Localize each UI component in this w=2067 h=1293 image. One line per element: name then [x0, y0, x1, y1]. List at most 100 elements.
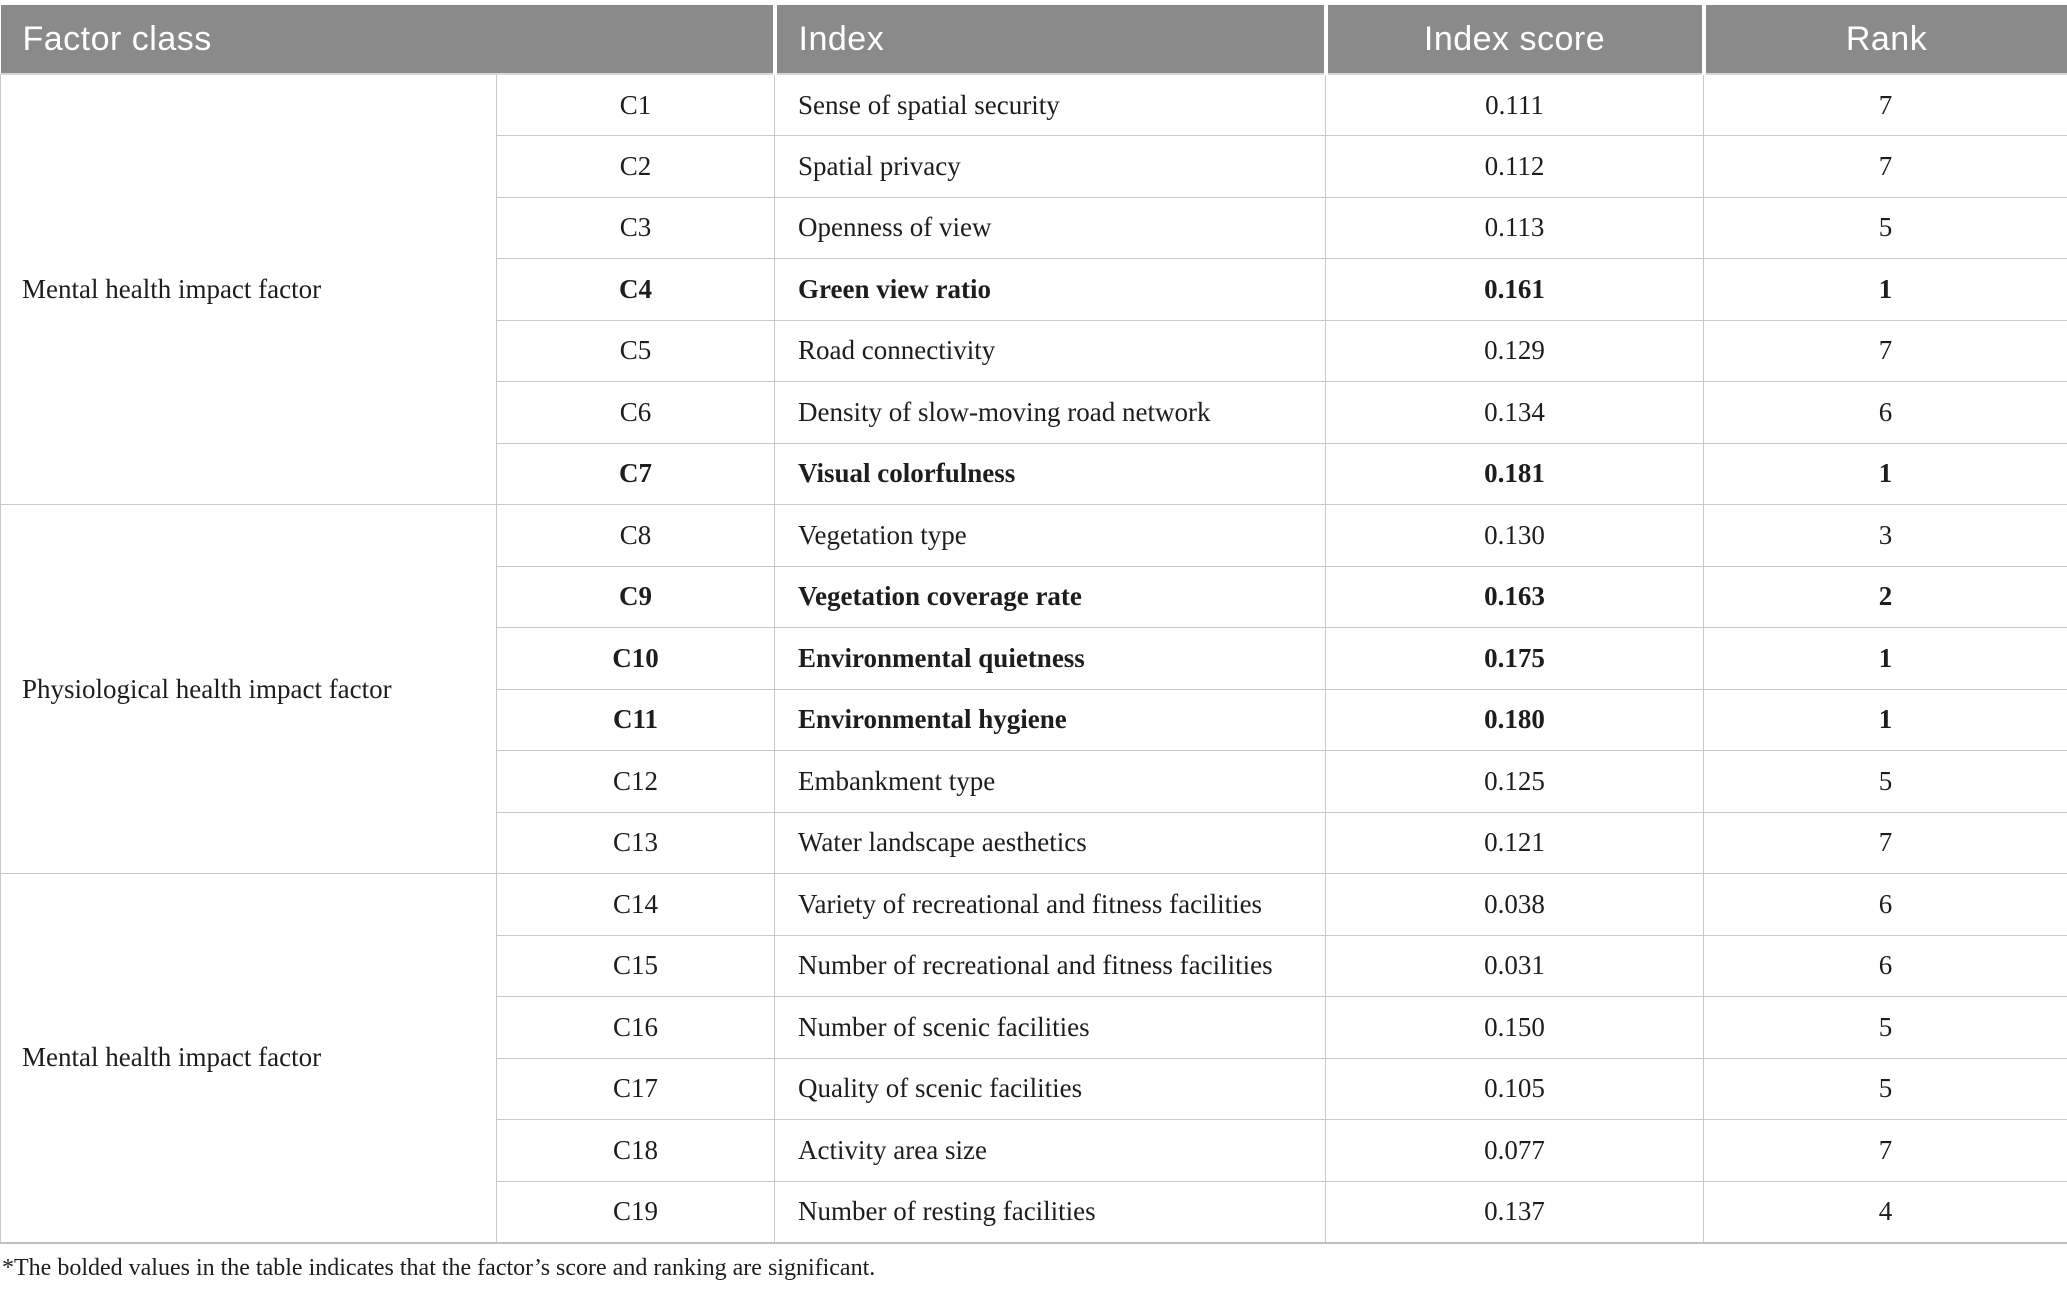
table-row: C11 Environmental hygiene 0.180 1	[1, 688, 2067, 751]
index-score-cell: 0.129	[1325, 319, 1705, 382]
column-header-index-score: Index score	[1323, 5, 1704, 75]
factor-index-table: Factor class Index Index score Rank Ment…	[0, 5, 2067, 1244]
index-code-cell: C6	[495, 381, 776, 444]
table-row: C12 Embankment type 0.125 5	[1, 750, 2067, 813]
index-score-cell: 0.125	[1325, 750, 1705, 813]
index-score-cell: 0.077	[1325, 1119, 1705, 1182]
index-name-cell: Vegetation coverage rate	[774, 565, 1327, 628]
index-code-cell: C12	[495, 750, 776, 813]
index-code-cell: C1	[495, 73, 776, 136]
table-row: C17 Quality of scenic facilities 0.105 5	[1, 1057, 2067, 1120]
rank-cell: 7	[1703, 1119, 2067, 1182]
factor-class-cell: Mental health impact factor	[0, 873, 497, 1243]
index-name-cell: Visual colorfulness	[774, 442, 1327, 505]
index-name-cell: Green view ratio	[774, 258, 1327, 321]
index-code-cell: C16	[495, 996, 776, 1059]
index-code-cell: C13	[495, 811, 776, 874]
rank-cell: 1	[1703, 627, 2067, 690]
index-score-cell: 0.134	[1325, 381, 1705, 444]
index-code-cell: C14	[495, 873, 776, 936]
rank-cell: 2	[1703, 565, 2067, 628]
index-name-cell: Sense of spatial security	[774, 73, 1327, 136]
column-header-index: Index	[772, 5, 1326, 75]
index-name-cell: Quality of scenic facilities	[774, 1057, 1327, 1120]
index-name-cell: Number of recreational and fitness facil…	[774, 934, 1327, 997]
index-code-cell: C10	[495, 627, 776, 690]
column-header-label: Rank	[1845, 19, 1928, 58]
index-score-cell: 0.163	[1325, 565, 1705, 628]
index-score-cell: 0.112	[1325, 135, 1705, 198]
table-row: C13 Water landscape aesthetics 0.121 7	[1, 811, 2067, 874]
table-row: C19 Number of resting facilities 0.137 4	[1, 1180, 2067, 1243]
column-header-label: Index score	[1423, 19, 1606, 58]
index-name-cell: Environmental quietness	[774, 627, 1327, 690]
rank-cell: 7	[1703, 811, 2067, 874]
table-row: C10 Environmental quietness 0.175 1	[1, 627, 2067, 690]
table-row: Mental health impact factor C14 Variety of…	[0, 873, 2067, 1243]
index-name-cell: Number of resting facilities	[774, 1180, 1327, 1243]
index-code-cell: C11	[495, 688, 776, 751]
rank-cell: 5	[1703, 196, 2067, 259]
index-score-cell: 0.180	[1325, 688, 1705, 751]
table-footnote: *The bolded values in the table indicate…	[2, 1254, 876, 1281]
index-score-cell: 0.121	[1325, 811, 1705, 874]
rank-cell: 1	[1703, 442, 2067, 505]
index-code-cell: C18	[495, 1119, 776, 1182]
index-code-cell: C5	[495, 319, 776, 382]
index-name-cell: Openness of view	[774, 196, 1327, 259]
index-code-cell: C19	[495, 1180, 776, 1243]
rank-cell: 1	[1703, 258, 2067, 321]
index-name-cell: Water landscape aesthetics	[774, 811, 1327, 874]
index-code-cell: C8	[495, 504, 776, 567]
table-row: Mental health impact factor C1 Sense of sp…	[0, 73, 2067, 505]
column-header-label: Index	[798, 19, 885, 58]
index-name-cell: Road connectivity	[774, 319, 1327, 382]
index-name-cell: Number of scenic facilities	[774, 996, 1327, 1059]
table-row: C3 Openness of view 0.113 5	[1, 196, 2067, 259]
index-score-cell: 0.150	[1325, 996, 1705, 1059]
factor-class-cell: Mental health impact factor	[0, 73, 497, 505]
table-row: C4 Green view ratio 0.161 1	[1, 258, 2067, 321]
index-score-cell: 0.130	[1325, 504, 1705, 567]
rank-cell: 5	[1703, 996, 2067, 1059]
index-score-cell: 0.137	[1325, 1180, 1705, 1243]
rank-cell: 7	[1703, 319, 2067, 382]
index-code-cell: C4	[495, 258, 776, 321]
index-name-cell: Environmental hygiene	[774, 688, 1327, 751]
rank-cell: 6	[1703, 873, 2067, 936]
header-row: Factor class Index Index score Rank	[0, 5, 2067, 75]
rank-cell: 5	[1703, 750, 2067, 813]
rank-cell: 5	[1703, 1057, 2067, 1120]
rank-cell: 7	[1703, 73, 2067, 136]
index-name-cell: Variety of recreational and fitness faci…	[774, 873, 1327, 936]
column-header-label: Factor class	[22, 19, 212, 58]
rank-cell: 3	[1703, 504, 2067, 567]
index-name-cell: Vegetation type	[774, 504, 1327, 567]
rank-cell: 6	[1703, 381, 2067, 444]
column-header-rank: Rank	[1701, 5, 2067, 75]
table-row: C5 Road connectivity 0.129 7	[1, 319, 2067, 382]
index-code-cell: C17	[495, 1057, 776, 1120]
table-row: C18 Activity area size 0.077 7	[1, 1119, 2067, 1182]
index-code-cell: C3	[495, 196, 776, 259]
index-score-cell: 0.161	[1325, 258, 1705, 321]
table-row: C6 Density of slow-moving road network 0.1…	[1, 381, 2067, 444]
index-score-cell: 0.181	[1325, 442, 1705, 505]
index-score-cell: 0.038	[1325, 873, 1705, 936]
rank-cell: 6	[1703, 934, 2067, 997]
factor-class-cell: Physiological health impact factor	[0, 504, 497, 874]
index-score-cell: 0.111	[1325, 73, 1705, 136]
index-name-cell: Activity area size	[774, 1119, 1327, 1182]
table-row: Physiological health impact factor C8 Vege…	[0, 504, 2067, 874]
index-score-cell: 0.113	[1325, 196, 1705, 259]
rank-cell: 7	[1703, 135, 2067, 198]
index-code-cell: C9	[495, 565, 776, 628]
index-score-cell: 0.031	[1325, 934, 1705, 997]
index-name-cell: Density of slow-moving road network	[774, 381, 1327, 444]
index-name-cell: Spatial privacy	[774, 135, 1327, 198]
index-score-cell: 0.175	[1325, 627, 1705, 690]
column-header-factor-class: Factor class	[0, 5, 775, 75]
index-name-cell: Embankment type	[774, 750, 1327, 813]
table-row: C2 Spatial privacy 0.112 7	[1, 135, 2067, 198]
